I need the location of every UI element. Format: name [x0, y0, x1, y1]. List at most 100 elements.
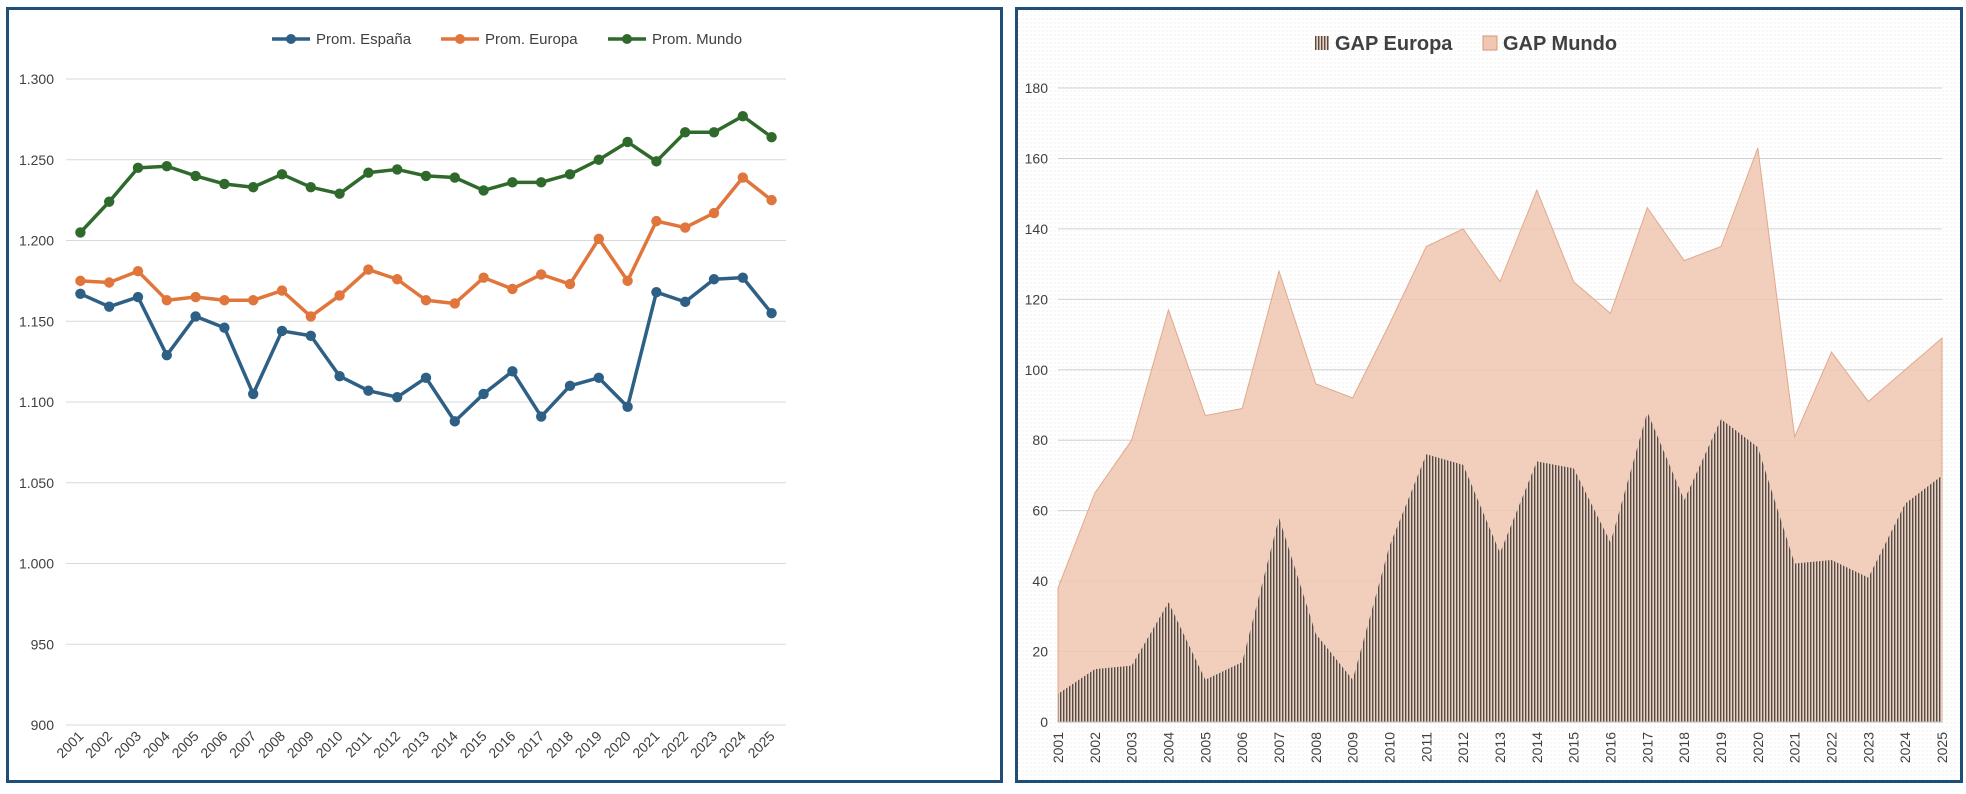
- data-point: [651, 156, 662, 167]
- data-point: [507, 177, 518, 188]
- right-x-tick-label: 2011: [1418, 732, 1434, 762]
- right-y-tick-label: 60: [1032, 503, 1048, 519]
- data-point: [132, 265, 144, 277]
- data-point: [708, 207, 720, 219]
- left-y-tick-label: 900: [31, 717, 55, 733]
- left-x-tick-label: 2005: [168, 728, 201, 761]
- legend-swatch: [1315, 36, 1329, 50]
- left-x-tick-label: 2008: [255, 728, 288, 761]
- data-point: [248, 388, 259, 400]
- left-x-tick-label: 2011: [342, 728, 375, 761]
- left-y-tick-label: 1.300: [19, 71, 54, 87]
- data-point: [248, 182, 259, 193]
- right-x-tick-label: 2024: [1897, 732, 1913, 763]
- right-x-tick-label: 2023: [1860, 732, 1876, 763]
- left-x-tick-label: 2015: [456, 728, 489, 761]
- data-point: [392, 164, 403, 175]
- left-x-tick-label: 2001: [53, 728, 86, 761]
- data-point: [104, 301, 115, 312]
- data-point: [449, 298, 460, 309]
- line-chart: 900 950 1.000 1.050 1.100 1.150 1.200 1.250 1.30…: [19, 31, 786, 761]
- right-x-tick-label: 2002: [1087, 732, 1103, 763]
- data-point: [680, 296, 691, 308]
- left-x-tick-label: 2022: [658, 728, 691, 761]
- data-point: [104, 277, 115, 288]
- data-point: [622, 401, 633, 413]
- data-point: [219, 295, 230, 306]
- right-x-tick-label: 2004: [1161, 732, 1177, 763]
- right-x-tick-label: 2017: [1639, 732, 1655, 763]
- left-x-tick-label: 2009: [284, 728, 317, 761]
- left-chart-panel: 900 950 1.000 1.050 1.100 1.150 1.200 1.250 1.30…: [6, 7, 1003, 783]
- right-x-tick-label: 2009: [1345, 732, 1361, 763]
- left-x-tick-label: 2025: [744, 728, 777, 761]
- data-point: [334, 188, 345, 199]
- data-point: [190, 170, 201, 182]
- left-legend: Prom. España Prom. Europa Prom. Mundo: [272, 31, 742, 48]
- data-point: [651, 215, 662, 227]
- right-x-tick-label: 2005: [1197, 732, 1213, 763]
- legend-label: Prom. Europa: [485, 31, 578, 48]
- right-x-axis-ticks: 2001 2002 2003 2004 2005 2006 2007 2008 2009 2010…: [1050, 732, 1950, 763]
- legend-label: GAP Mundo: [1503, 33, 1617, 55]
- data-point: [132, 291, 144, 303]
- right-x-tick-label: 2006: [1234, 732, 1250, 763]
- left-x-tick-label: 2016: [485, 728, 518, 761]
- series-prom-espa-a: [75, 272, 777, 427]
- left-x-axis-ticks: 2001200220032004200520062007200820092010…: [53, 728, 778, 761]
- data-point: [680, 222, 691, 233]
- data-point: [132, 162, 144, 174]
- data-point: [478, 388, 489, 400]
- left-x-tick-label: 2013: [399, 728, 432, 761]
- right-y-tick-label: 0: [1040, 714, 1048, 730]
- data-point: [334, 370, 345, 382]
- right-x-tick-label: 2019: [1713, 732, 1729, 763]
- right-chart-panel: 0 20 40 60 80 100 120 140 160 180 2001 2002 2003 200…: [1015, 7, 1963, 783]
- data-point: [276, 325, 288, 337]
- data-point: [161, 161, 172, 172]
- data-point: [75, 288, 86, 299]
- series-prom-europa: [75, 172, 777, 322]
- data-point: [593, 372, 604, 383]
- legend-marker: [622, 34, 632, 44]
- right-y-tick-label: 180: [1025, 80, 1049, 96]
- legend-label: Prom. España: [316, 31, 412, 48]
- left-x-tick-label: 2003: [111, 728, 144, 761]
- data-point: [392, 274, 403, 285]
- data-point: [420, 170, 432, 182]
- right-x-tick-label: 2007: [1271, 732, 1287, 763]
- data-point: [449, 172, 460, 183]
- left-x-tick-label: 2024: [716, 728, 749, 761]
- left-x-tick-label: 2006: [197, 728, 230, 761]
- data-point: [161, 349, 172, 361]
- right-x-tick-label: 2020: [1750, 732, 1766, 763]
- right-x-tick-label: 2015: [1566, 732, 1582, 763]
- right-x-tick-label: 2012: [1455, 732, 1471, 763]
- left-y-axis-ticks: 900 950 1.000 1.050 1.100 1.150 1.200 1.250 1.30…: [19, 71, 54, 733]
- data-point: [564, 380, 576, 392]
- left-x-tick-label: 2012: [370, 728, 403, 761]
- right-x-tick-label: 2001: [1050, 732, 1066, 763]
- right-x-tick-label: 2018: [1676, 732, 1692, 763]
- legend-label: GAP Europa: [1335, 33, 1453, 55]
- left-y-tick-label: 950: [31, 636, 55, 652]
- data-point: [363, 385, 374, 396]
- data-point: [766, 131, 777, 143]
- data-point: [363, 167, 374, 178]
- data-point: [276, 285, 288, 296]
- data-point: [305, 330, 316, 341]
- data-point: [737, 110, 748, 122]
- data-point: [564, 278, 576, 290]
- right-area-group: [1057, 147, 1943, 723]
- data-point: [622, 136, 633, 148]
- data-point: [478, 185, 489, 196]
- data-point: [248, 295, 259, 306]
- right-y-tick-label: 40: [1032, 573, 1048, 589]
- left-x-tick-label: 2023: [687, 728, 720, 761]
- left-y-tick-label: 1.100: [19, 394, 54, 410]
- left-gridlines: [66, 78, 786, 726]
- left-x-tick-label: 2019: [572, 728, 605, 761]
- data-point: [420, 295, 432, 306]
- data-point: [449, 416, 460, 427]
